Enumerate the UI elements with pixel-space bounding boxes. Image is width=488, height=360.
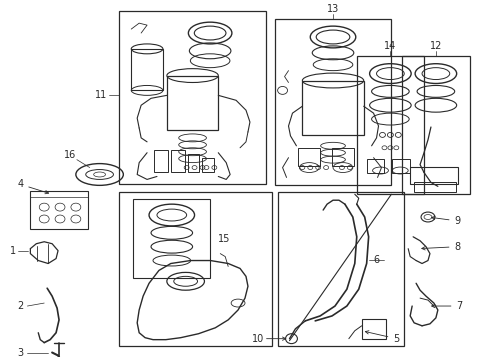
Text: 11: 11 <box>95 90 107 100</box>
Bar <box>331 148 353 166</box>
Text: 9: 9 <box>454 216 460 226</box>
Bar <box>187 154 199 171</box>
Bar <box>119 11 265 184</box>
Bar <box>356 56 423 194</box>
Text: 13: 13 <box>326 4 339 14</box>
Bar <box>277 192 404 346</box>
Text: 5: 5 <box>392 334 399 344</box>
Bar <box>170 150 184 171</box>
Bar <box>274 19 390 185</box>
Bar <box>202 158 214 171</box>
Bar <box>166 76 218 130</box>
Text: 15: 15 <box>218 234 230 244</box>
Bar <box>154 150 167 171</box>
Text: 16: 16 <box>63 150 76 160</box>
Bar <box>298 148 320 166</box>
Text: 4: 4 <box>18 179 23 189</box>
Bar <box>409 167 457 184</box>
Text: 8: 8 <box>454 242 460 252</box>
Text: 3: 3 <box>18 347 23 357</box>
Bar <box>413 183 455 192</box>
Text: 14: 14 <box>384 41 396 51</box>
Bar <box>391 159 409 172</box>
Bar <box>366 159 384 172</box>
Text: 6: 6 <box>373 255 379 265</box>
Bar <box>361 319 386 339</box>
Text: 10: 10 <box>251 334 264 344</box>
Bar <box>119 192 271 346</box>
Text: 1: 1 <box>9 246 16 256</box>
Bar <box>131 49 163 90</box>
Bar <box>133 199 210 278</box>
Text: 2: 2 <box>17 301 23 311</box>
Bar <box>402 56 468 194</box>
Text: 7: 7 <box>456 301 462 311</box>
Bar <box>302 81 363 135</box>
Text: 12: 12 <box>429 41 441 51</box>
Bar <box>30 191 87 229</box>
